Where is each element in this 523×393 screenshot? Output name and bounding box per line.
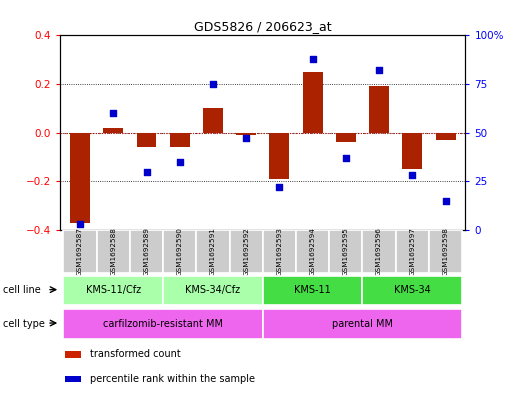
Bar	[402, 132, 422, 169]
Text: KMS-11: KMS-11	[294, 285, 331, 296]
Text: GSM1692592: GSM1692592	[243, 227, 249, 276]
FancyBboxPatch shape	[362, 275, 462, 305]
Text: percentile rank within the sample: percentile rank within the sample	[90, 374, 255, 384]
FancyBboxPatch shape	[163, 275, 263, 305]
Text: cell type: cell type	[3, 319, 44, 329]
Point	[76, 221, 84, 227]
Point	[342, 155, 350, 161]
Text: cell line: cell line	[3, 285, 40, 296]
Text: KMS-34: KMS-34	[394, 285, 430, 296]
Text: GSM1692588: GSM1692588	[110, 227, 116, 276]
Text: GSM1692593: GSM1692593	[277, 227, 282, 276]
FancyBboxPatch shape	[63, 275, 163, 305]
Point	[242, 135, 251, 141]
Text: GSM1692589: GSM1692589	[143, 227, 150, 276]
Point	[408, 172, 416, 178]
FancyBboxPatch shape	[263, 275, 362, 305]
Text: GSM1692591: GSM1692591	[210, 227, 216, 276]
Bar	[137, 132, 156, 147]
FancyBboxPatch shape	[429, 230, 462, 273]
Point	[109, 110, 118, 116]
Text: carfilzomib-resistant MM: carfilzomib-resistant MM	[103, 319, 223, 329]
Bar	[336, 132, 356, 142]
Text: KMS-11/Cfz: KMS-11/Cfz	[86, 285, 141, 296]
Point	[309, 55, 317, 62]
FancyBboxPatch shape	[163, 230, 196, 273]
Bar	[65, 376, 81, 382]
Bar	[303, 72, 323, 132]
Bar	[236, 132, 256, 135]
Bar	[65, 351, 81, 358]
Text: GSM1692597: GSM1692597	[410, 227, 415, 276]
Text: GSM1692598: GSM1692598	[442, 227, 449, 276]
Bar	[170, 132, 190, 147]
FancyBboxPatch shape	[362, 230, 396, 273]
FancyBboxPatch shape	[230, 230, 263, 273]
FancyBboxPatch shape	[329, 230, 362, 273]
Text: GSM1692596: GSM1692596	[376, 227, 382, 276]
Bar	[203, 108, 223, 132]
Text: parental MM: parental MM	[332, 319, 393, 329]
Text: GSM1692587: GSM1692587	[77, 227, 83, 276]
Point	[375, 67, 383, 73]
Bar	[104, 128, 123, 132]
Bar	[369, 86, 389, 132]
FancyBboxPatch shape	[97, 230, 130, 273]
FancyBboxPatch shape	[63, 309, 263, 339]
FancyBboxPatch shape	[263, 309, 462, 339]
FancyBboxPatch shape	[130, 230, 163, 273]
Bar	[436, 132, 456, 140]
Text: GSM1692595: GSM1692595	[343, 227, 349, 276]
Point	[142, 168, 151, 174]
FancyBboxPatch shape	[396, 230, 429, 273]
Point	[209, 81, 217, 87]
Bar	[70, 132, 90, 222]
FancyBboxPatch shape	[196, 230, 230, 273]
FancyBboxPatch shape	[296, 230, 329, 273]
Title: GDS5826 / 206623_at: GDS5826 / 206623_at	[194, 20, 332, 33]
Text: GSM1692594: GSM1692594	[310, 227, 316, 276]
Point	[176, 159, 184, 165]
Point	[275, 184, 283, 190]
Text: KMS-34/Cfz: KMS-34/Cfz	[186, 285, 241, 296]
Text: transformed count: transformed count	[90, 349, 181, 360]
Bar	[269, 132, 289, 179]
Point	[441, 198, 450, 204]
FancyBboxPatch shape	[263, 230, 296, 273]
FancyBboxPatch shape	[63, 230, 97, 273]
Text: GSM1692590: GSM1692590	[177, 227, 183, 276]
